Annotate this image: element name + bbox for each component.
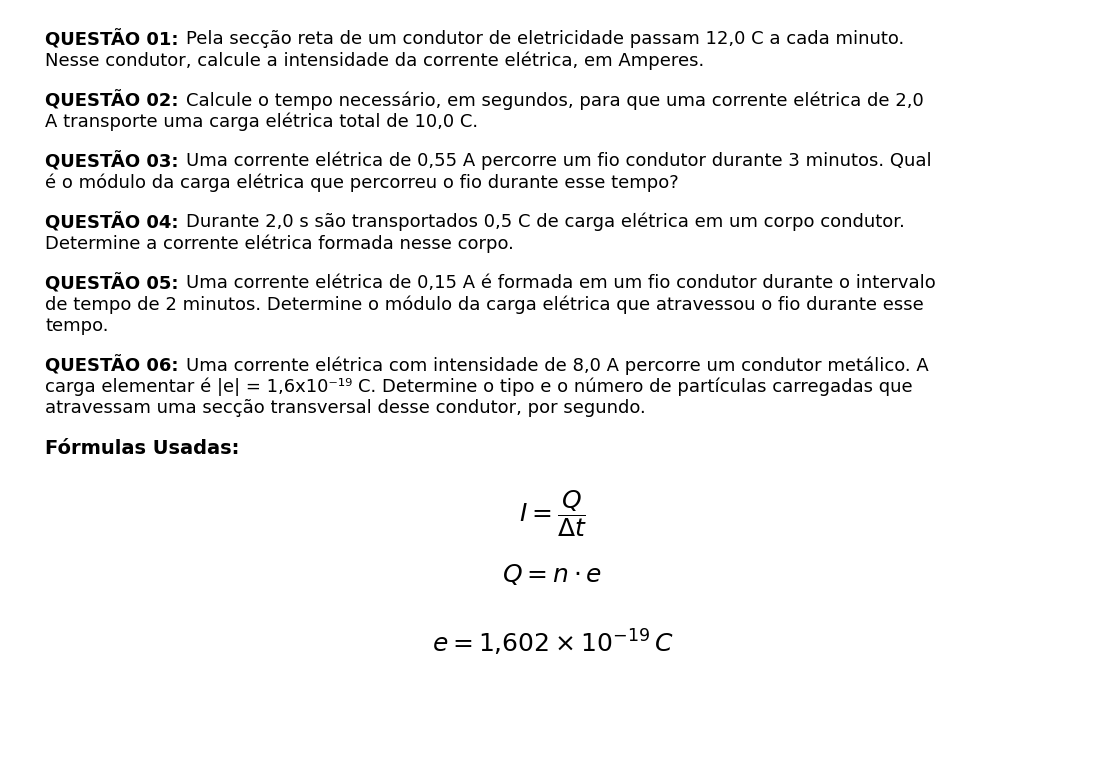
Text: atravessam uma secção transversal desse condutor, por segundo.: atravessam uma secção transversal desse … — [45, 399, 645, 417]
Text: $e = 1{,}602 \times 10^{-19}\, C$: $e = 1{,}602 \times 10^{-19}\, C$ — [432, 628, 673, 659]
Text: Nesse condutor, calcule a intensidade da corrente elétrica, em Amperes.: Nesse condutor, calcule a intensidade da… — [45, 52, 704, 70]
Text: QUESTÃO 03:: QUESTÃO 03: — [45, 152, 179, 172]
Text: $Q = n \cdot e$: $Q = n \cdot e$ — [503, 562, 602, 587]
Text: Durante 2,0 s são transportados 0,5 C de carga elétrica em um corpo condutor.: Durante 2,0 s são transportados 0,5 C de… — [187, 213, 905, 231]
Text: A transporte uma carga elétrica total de 10,0 C.: A transporte uma carga elétrica total de… — [45, 112, 478, 131]
Text: QUESTÃO 01:: QUESTÃO 01: — [45, 30, 179, 49]
Text: Pela secção reta de um condutor de eletricidade passam 12,0 C a cada minuto.: Pela secção reta de um condutor de eletr… — [187, 30, 905, 48]
Text: Determine a corrente elétrica formada nesse corpo.: Determine a corrente elétrica formada ne… — [45, 235, 514, 253]
Text: tempo.: tempo. — [45, 317, 108, 335]
Text: de tempo de 2 minutos. Determine o módulo da carga elétrica que atravessou o fio: de tempo de 2 minutos. Determine o módul… — [45, 295, 924, 314]
Text: Fórmulas Usadas:: Fórmulas Usadas: — [45, 439, 240, 458]
Text: Calcule o tempo necessário, em segundos, para que uma corrente elétrica de 2,0: Calcule o tempo necessário, em segundos,… — [187, 91, 924, 109]
Text: Uma corrente elétrica de 0,55 A percorre um fio condutor durante 3 minutos. Qual: Uma corrente elétrica de 0,55 A percorre… — [187, 152, 933, 171]
Text: QUESTÃO 06:: QUESTÃO 06: — [45, 357, 179, 376]
Text: carga elementar é |e| = 1,6x10⁻¹⁹ C. Determine o tipo e o número de partículas c: carga elementar é |e| = 1,6x10⁻¹⁹ C. Det… — [45, 378, 913, 396]
Text: Uma corrente elétrica de 0,15 A é formada em um fio condutor durante o intervalo: Uma corrente elétrica de 0,15 A é formad… — [187, 274, 936, 292]
Text: é o módulo da carga elétrica que percorreu o fio durante esse tempo?: é o módulo da carga elétrica que percorr… — [45, 174, 678, 192]
Text: $I = \dfrac{Q}{\Delta t}$: $I = \dfrac{Q}{\Delta t}$ — [518, 488, 587, 539]
Text: QUESTÃO 04:: QUESTÃO 04: — [45, 213, 179, 232]
Text: QUESTÃO 02:: QUESTÃO 02: — [45, 91, 179, 111]
Text: QUESTÃO 05:: QUESTÃO 05: — [45, 274, 179, 294]
Text: Uma corrente elétrica com intensidade de 8,0 A percorre um condutor metálico. A: Uma corrente elétrica com intensidade de… — [187, 357, 929, 375]
